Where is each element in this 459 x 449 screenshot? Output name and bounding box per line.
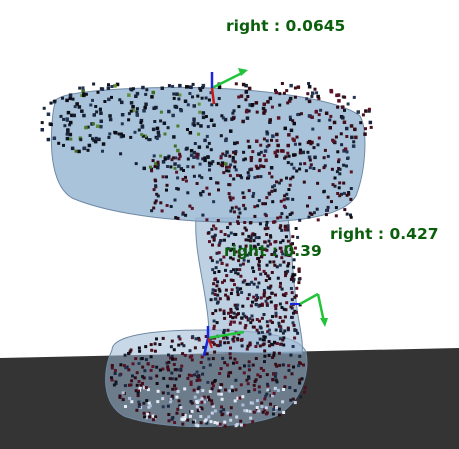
point-cloud [40, 82, 373, 428]
axis-gizmo-top[interactable] [210, 68, 248, 105]
readout-label-top: right : 0.0645 [226, 17, 346, 35]
mesh-cap [50, 87, 366, 223]
readout-label-right: right : 0.427 [330, 225, 439, 243]
axis-gizmo-bottom[interactable] [202, 326, 245, 357]
axis-gizmo-right[interactable] [290, 292, 328, 327]
mesh-base [105, 329, 308, 427]
readout-label-center: right : 0.39 [224, 242, 322, 260]
